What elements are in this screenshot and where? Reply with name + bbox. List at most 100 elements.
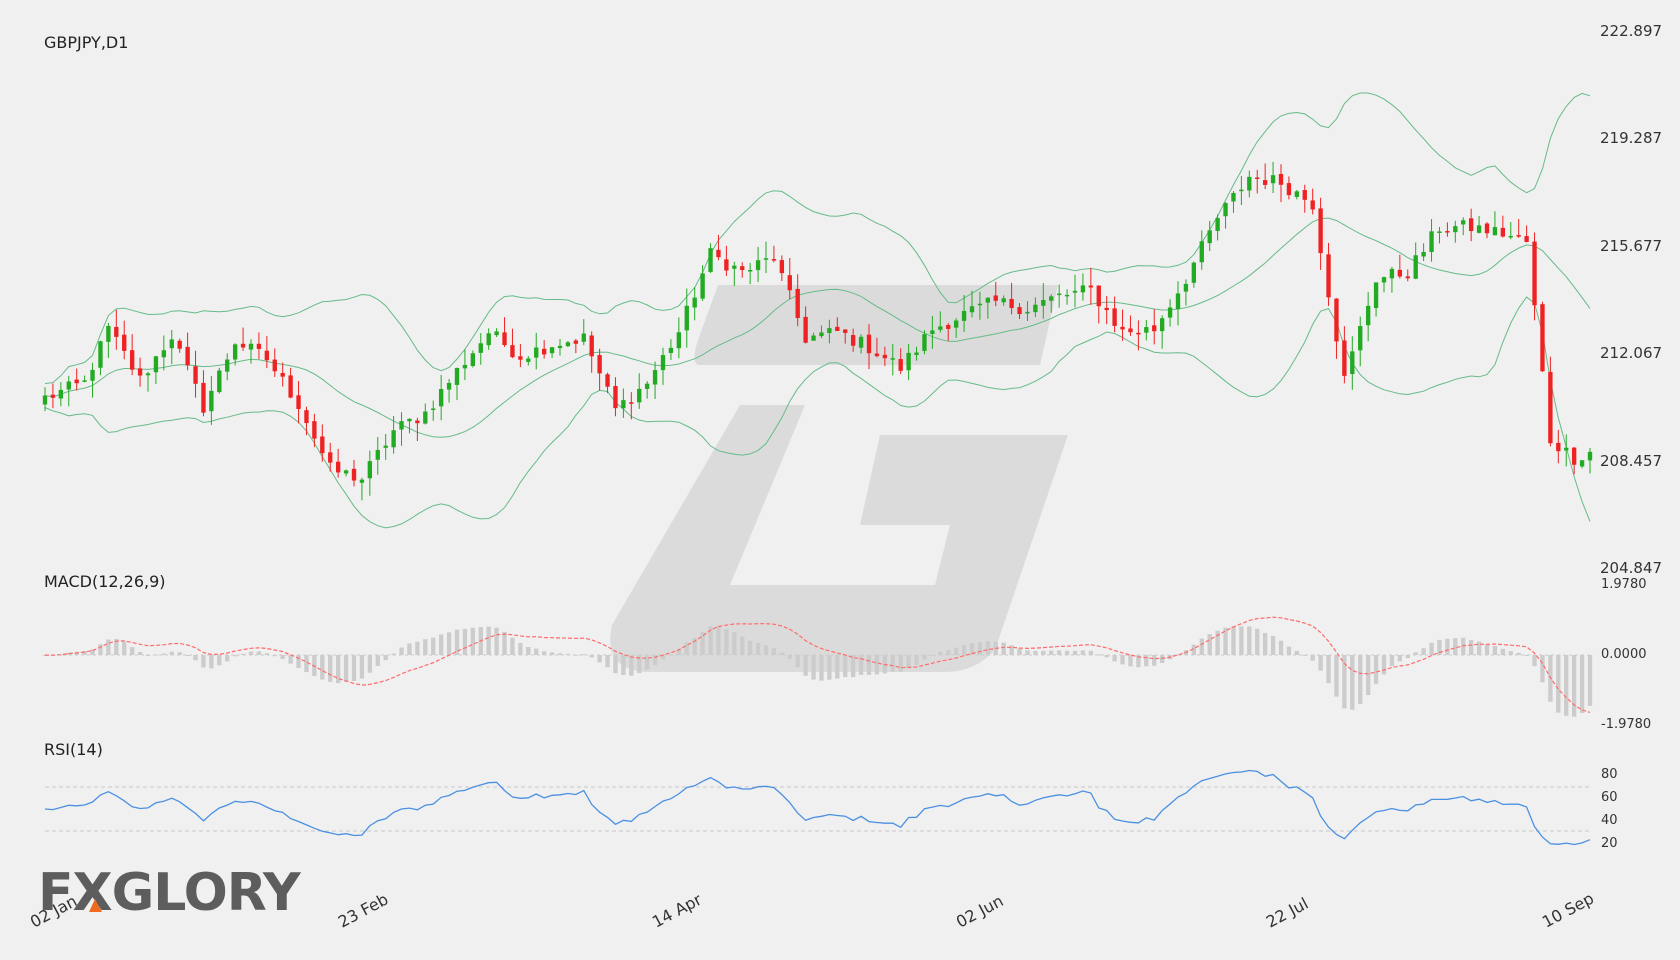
macd-histogram-bar	[1381, 655, 1387, 675]
logo-text: FXGLORY	[38, 863, 302, 923]
macd-histogram-bar	[90, 649, 95, 655]
macd-histogram-bar	[1128, 655, 1133, 667]
macd-histogram-bar	[906, 655, 911, 668]
candle-up	[90, 369, 95, 381]
candle-down	[518, 356, 523, 360]
macd-histogram-bar	[1191, 644, 1197, 655]
bollinger-middle-line	[44, 217, 1591, 438]
candle-up	[431, 408, 436, 410]
candle-down	[724, 259, 729, 271]
rsi-tick-label: 60	[1601, 790, 1618, 805]
macd-histogram-bar	[795, 655, 800, 668]
candle-up	[209, 390, 214, 412]
candle-down	[280, 372, 285, 377]
candle-down	[1484, 223, 1490, 234]
candle-up	[969, 306, 975, 313]
macd-histogram-bar	[961, 645, 967, 655]
macd-histogram-bar	[1049, 650, 1054, 655]
candle-up	[1429, 231, 1434, 252]
candle-down	[185, 346, 190, 366]
macd-histogram-bar	[1365, 655, 1371, 696]
macd-histogram-bar	[423, 639, 428, 655]
macd-histogram-bar	[454, 629, 460, 655]
candle-down	[1278, 173, 1284, 185]
candle-up	[446, 382, 452, 390]
macd-histogram-bar	[843, 655, 848, 678]
macd-histogram-bar	[534, 648, 539, 655]
candle-up	[1191, 262, 1197, 283]
macd-histogram-bar	[1152, 655, 1157, 666]
candle-down	[177, 340, 182, 349]
candle-up	[407, 418, 412, 422]
macd-histogram-bar	[803, 655, 808, 676]
candle-down	[1445, 231, 1450, 233]
macd-histogram-bar	[985, 641, 991, 655]
candle-down	[573, 340, 579, 344]
macd-histogram-bar	[391, 653, 396, 655]
candle-down	[328, 452, 333, 463]
macd-histogram-bar	[1326, 655, 1331, 684]
macd-histogram-bar	[1310, 655, 1315, 661]
candle-up	[708, 248, 713, 272]
rsi-line	[44, 769, 1591, 846]
macd-histogram-bar	[1461, 637, 1466, 655]
macd-histogram-bar	[288, 655, 293, 664]
candle-down	[256, 343, 262, 349]
candle-down	[1009, 298, 1014, 309]
macd-histogram-bar	[1001, 642, 1006, 655]
macd-histogram-bar	[644, 655, 650, 670]
macd-histogram-bar	[668, 654, 674, 656]
macd-histogram-bar	[82, 651, 87, 655]
candle-down	[335, 461, 341, 473]
macd-histogram-bar	[106, 639, 111, 655]
candle-up	[637, 388, 642, 403]
candle-up	[58, 389, 64, 399]
candle-up	[462, 364, 468, 369]
candle-up	[42, 395, 48, 405]
candle-up	[1033, 304, 1038, 313]
macd-histogram-bar	[1445, 638, 1450, 655]
macd-histogram-bar	[621, 655, 626, 675]
candle-down	[502, 332, 507, 346]
macd-histogram-bar	[264, 653, 270, 655]
macd-histogram-bar	[129, 647, 135, 655]
macd-histogram-bar	[541, 651, 547, 655]
macd-histogram-bar	[137, 651, 143, 655]
macd-histogram-bar	[787, 655, 792, 659]
macd-histogram-bar	[169, 651, 174, 655]
candle-up	[98, 341, 103, 368]
candle-down	[589, 335, 594, 357]
candle-down	[129, 350, 135, 370]
candle-up	[1144, 327, 1149, 333]
candle-up	[621, 400, 626, 409]
candle-up	[1413, 255, 1418, 279]
candle-up	[1508, 235, 1513, 238]
macd-histogram-bar	[977, 642, 983, 655]
candle-down	[1318, 208, 1323, 254]
macd-histogram-bar	[811, 655, 816, 680]
candle-down	[716, 249, 721, 258]
price-panel	[42, 92, 1593, 529]
macd-histogram-bar	[446, 632, 452, 655]
candle-up	[652, 370, 658, 385]
candle-down	[898, 359, 903, 371]
candle-up	[1159, 318, 1165, 332]
macd-histogram-bar	[573, 654, 579, 656]
macd-histogram-bar	[415, 641, 420, 655]
candle-up	[367, 461, 373, 479]
candle-up	[1064, 294, 1070, 297]
macd-histogram-bar	[1096, 654, 1101, 656]
candle-up	[454, 367, 460, 385]
candle-up	[359, 479, 365, 483]
candle-down	[1524, 236, 1529, 242]
candle-down	[137, 368, 143, 376]
candle-up	[1270, 175, 1276, 184]
candle-up	[732, 265, 737, 269]
macd-histogram-bar	[1350, 655, 1355, 710]
candle-down	[1342, 340, 1347, 376]
macd-histogram-bar	[1342, 655, 1347, 709]
macd-histogram-bar	[351, 655, 357, 682]
candle-down	[605, 374, 610, 387]
